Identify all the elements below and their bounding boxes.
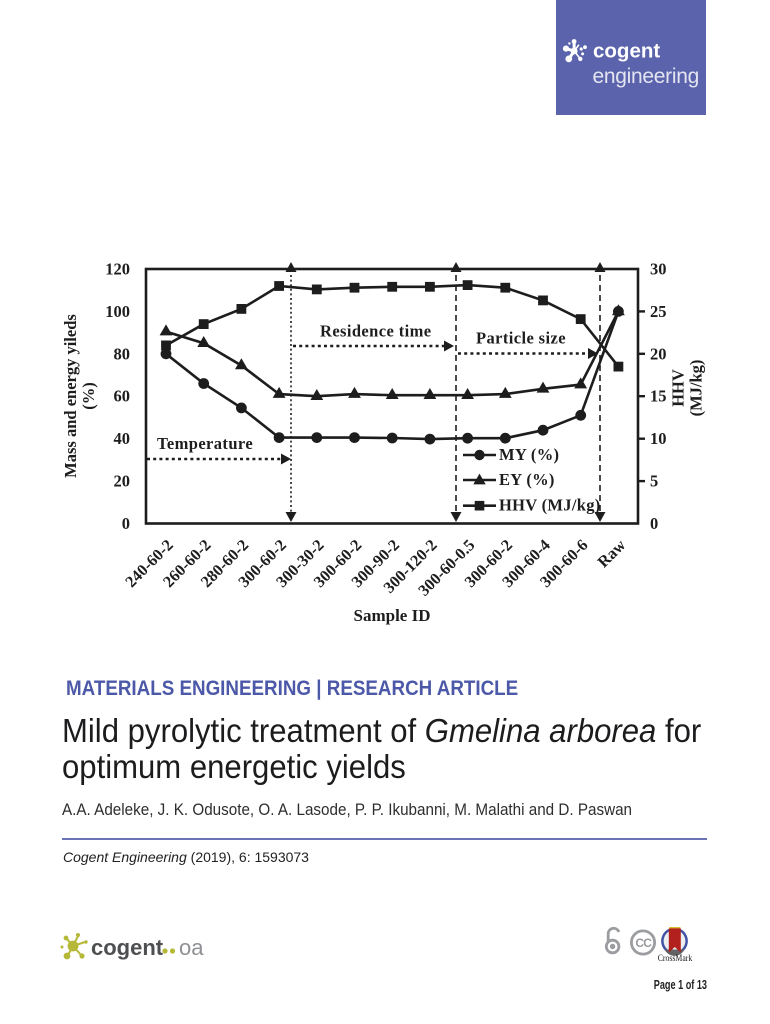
svg-text:100: 100 — [105, 302, 130, 321]
svg-text:30: 30 — [650, 260, 667, 279]
svg-text:engineering: engineering — [593, 65, 699, 88]
svg-text:25: 25 — [650, 302, 667, 321]
svg-text:HHV: HHV — [669, 369, 688, 407]
svg-text:15: 15 — [650, 387, 667, 406]
svg-text:cogent: cogent — [593, 40, 660, 63]
svg-text:Sample ID: Sample ID — [354, 606, 431, 625]
svg-text:cogent: cogent — [91, 935, 164, 960]
svg-text:Mass and energy yileds: Mass and energy yileds — [61, 314, 80, 478]
svg-text:Particle size: Particle size — [476, 329, 566, 348]
svg-text:Temperature: Temperature — [157, 434, 253, 453]
svg-text:20: 20 — [650, 344, 667, 363]
svg-text:20: 20 — [114, 472, 131, 491]
svg-text:(%): (%) — [79, 382, 98, 410]
svg-text:Raw: Raw — [593, 535, 629, 571]
svg-text:80: 80 — [114, 344, 131, 363]
svg-text:oa: oa — [179, 935, 204, 960]
svg-text:Residence time: Residence time — [320, 322, 431, 341]
svg-text:HHV (MJ/kg): HHV (MJ/kg) — [499, 496, 601, 515]
svg-text:40: 40 — [114, 429, 131, 448]
svg-text:EY (%): EY (%) — [499, 470, 555, 489]
svg-text:0: 0 — [122, 514, 130, 533]
svg-text:10: 10 — [650, 429, 667, 448]
svg-text:60: 60 — [114, 387, 131, 406]
svg-text:120: 120 — [105, 260, 130, 279]
svg-text:(MJ/kg): (MJ/kg) — [687, 360, 706, 417]
svg-text:0: 0 — [650, 514, 658, 533]
svg-text:CC: CC — [635, 936, 652, 950]
svg-text:MY (%): MY (%) — [499, 445, 559, 464]
svg-text:CrossMark: CrossMark — [658, 952, 693, 963]
svg-text:5: 5 — [650, 472, 658, 491]
